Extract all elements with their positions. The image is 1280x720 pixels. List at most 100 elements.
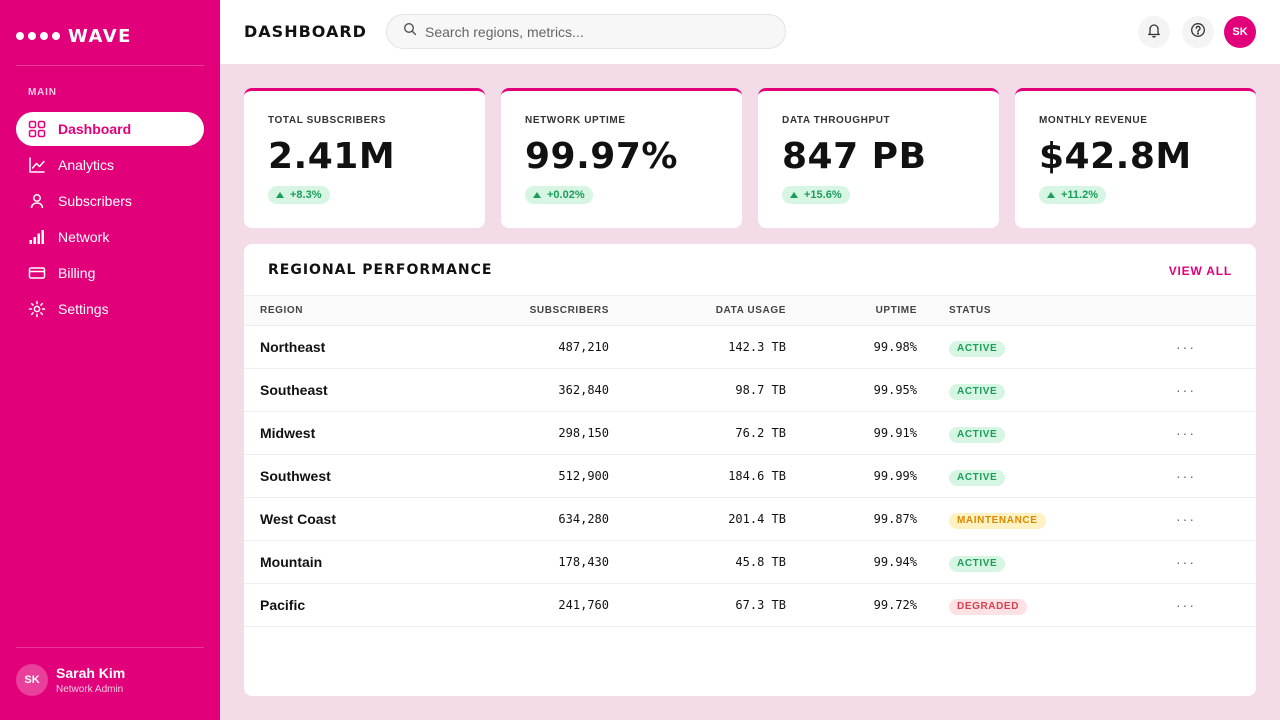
- credit-card-icon: [28, 264, 46, 282]
- subscribers-cell: 362,840: [558, 383, 609, 397]
- sidebar-divider: [16, 647, 204, 648]
- sidebar-item-analytics[interactable]: Analytics: [16, 148, 204, 182]
- page-title: DASHBOARD: [244, 22, 367, 41]
- column-header-subscribers[interactable]: SUBSCRIBERS: [529, 305, 609, 316]
- table-row[interactable]: Southwest 512,900 184.6 TB 99.99% ACTIVE…: [244, 455, 1256, 498]
- status-badge: ACTIVE: [949, 383, 1006, 400]
- user-profile[interactable]: SK Sarah Kim Network Admin: [16, 664, 125, 696]
- delta-value: +0.02%: [547, 189, 585, 201]
- stat-label: TOTAL SUBSCRIBERS: [268, 115, 386, 126]
- search-icon: [403, 22, 417, 41]
- stat-value: 2.41M: [268, 136, 396, 177]
- column-header-uptime[interactable]: UPTIME: [875, 305, 917, 316]
- more-options-icon[interactable]: ···: [1176, 339, 1196, 355]
- view-all-link[interactable]: VIEW ALL: [1168, 264, 1232, 278]
- arrow-up-icon: [276, 192, 284, 198]
- grid-icon: [28, 120, 46, 138]
- subscribers-cell: 487,210: [558, 340, 609, 354]
- data-usage-cell: 142.3 TB: [728, 340, 786, 354]
- delta-badge: +0.02%: [525, 186, 593, 204]
- sidebar-item-billing[interactable]: Billing: [16, 256, 204, 290]
- subscribers-cell: 512,900: [558, 469, 609, 483]
- stat-label: NETWORK UPTIME: [525, 115, 626, 126]
- search-input[interactable]: [425, 23, 765, 40]
- sidebar-item-network[interactable]: Network: [16, 220, 204, 254]
- stat-label: DATA THROUGHPUT: [782, 115, 891, 126]
- stat-value: 847 PB: [782, 136, 927, 177]
- more-options-icon[interactable]: ···: [1176, 511, 1196, 527]
- region-cell: Southeast: [260, 382, 328, 398]
- notifications-button[interactable]: [1138, 16, 1170, 48]
- data-usage-cell: 45.8 TB: [735, 555, 786, 569]
- stat-card-throughput: DATA THROUGHPUT 847 PB +15.6%: [758, 88, 999, 228]
- status-badge: ACTIVE: [949, 469, 1006, 486]
- stats-row: TOTAL SUBSCRIBERS 2.41M +8.3% NETWORK UP…: [244, 88, 1256, 228]
- table-header-row: REGION SUBSCRIBERS DATA USAGE UPTIME STA…: [244, 295, 1256, 326]
- bell-icon: [1146, 22, 1162, 43]
- brand-name: WAVE: [68, 25, 132, 47]
- uptime-cell: 99.95%: [873, 383, 917, 397]
- sidebar-item-label: Analytics: [58, 157, 115, 173]
- help-icon: [1190, 22, 1206, 43]
- nav-section-label: MAIN: [28, 87, 57, 98]
- regional-performance-panel: REGIONAL PERFORMANCE VIEW ALL REGION SUB…: [244, 244, 1256, 696]
- subscribers-cell: 178,430: [558, 555, 609, 569]
- stat-card-subscribers: TOTAL SUBSCRIBERS 2.41M +8.3%: [244, 88, 485, 228]
- more-options-icon[interactable]: ···: [1176, 425, 1196, 441]
- stat-card-revenue: MONTHLY REVENUE $42.8M +11.2%: [1015, 88, 1256, 228]
- table-row[interactable]: Midwest 298,150 76.2 TB 99.91% ACTIVE ··…: [244, 412, 1256, 455]
- column-header-status[interactable]: STATUS: [949, 305, 992, 316]
- logo-dots-icon: [16, 32, 60, 40]
- more-options-icon[interactable]: ···: [1176, 382, 1196, 398]
- data-usage-cell: 98.7 TB: [735, 383, 786, 397]
- data-usage-cell: 184.6 TB: [728, 469, 786, 483]
- brand-logo[interactable]: WAVE: [16, 25, 132, 47]
- delta-badge: +8.3%: [268, 186, 330, 204]
- arrow-up-icon: [1047, 192, 1055, 198]
- table-row[interactable]: Pacific 241,760 67.3 TB 99.72% DEGRADED …: [244, 584, 1256, 627]
- search-bar[interactable]: [386, 14, 786, 49]
- table-row[interactable]: Mountain 178,430 45.8 TB 99.94% ACTIVE ·…: [244, 541, 1256, 584]
- column-header-actions: [1170, 296, 1256, 326]
- delta-value: +8.3%: [290, 189, 322, 201]
- column-header-data-usage[interactable]: DATA USAGE: [715, 305, 786, 316]
- table-row[interactable]: West Coast 634,280 201.4 TB 99.87% MAINT…: [244, 498, 1256, 541]
- sidebar-item-settings[interactable]: Settings: [16, 292, 204, 326]
- table-row[interactable]: Northeast 487,210 142.3 TB 99.98% ACTIVE…: [244, 326, 1256, 369]
- uptime-cell: 99.72%: [873, 598, 917, 612]
- region-cell: West Coast: [260, 511, 336, 527]
- status-badge: ACTIVE: [949, 340, 1006, 357]
- regional-table: REGION SUBSCRIBERS DATA USAGE UPTIME STA…: [244, 295, 1256, 627]
- status-badge: ACTIVE: [949, 426, 1006, 443]
- sidebar-nav: Dashboard Analytics Subscribers Network …: [16, 112, 204, 328]
- uptime-cell: 99.91%: [873, 426, 917, 440]
- status-badge: ACTIVE: [949, 555, 1006, 572]
- sidebar-item-dashboard[interactable]: Dashboard: [16, 112, 204, 146]
- stat-value: 99.97%: [525, 136, 678, 177]
- data-usage-cell: 76.2 TB: [735, 426, 786, 440]
- more-options-icon[interactable]: ···: [1176, 554, 1196, 570]
- uptime-cell: 99.98%: [873, 340, 917, 354]
- delta-badge: +11.2%: [1039, 186, 1107, 204]
- sidebar-item-label: Billing: [58, 265, 96, 281]
- stat-card-uptime: NETWORK UPTIME 99.97% +0.02%: [501, 88, 742, 228]
- delta-value: +15.6%: [804, 189, 842, 201]
- column-header-region[interactable]: REGION: [260, 305, 304, 316]
- signal-bars-icon: [28, 228, 46, 246]
- sidebar-divider: [16, 65, 204, 66]
- more-options-icon[interactable]: ···: [1176, 468, 1196, 484]
- sidebar-item-label: Subscribers: [58, 193, 132, 209]
- user-icon: [28, 192, 46, 210]
- more-options-icon[interactable]: ···: [1176, 597, 1196, 613]
- region-cell: Mountain: [260, 554, 323, 570]
- sidebar-item-subscribers[interactable]: Subscribers: [16, 184, 204, 218]
- data-usage-cell: 67.3 TB: [735, 598, 786, 612]
- user-role: Network Admin: [56, 684, 124, 695]
- status-badge: DEGRADED: [949, 598, 1028, 615]
- panel-title: REGIONAL PERFORMANCE: [268, 262, 493, 278]
- avatar[interactable]: SK: [1224, 16, 1256, 48]
- help-button[interactable]: [1182, 16, 1214, 48]
- avatar: SK: [16, 664, 48, 696]
- table-row[interactable]: Southeast 362,840 98.7 TB 99.95% ACTIVE …: [244, 369, 1256, 412]
- status-badge: MAINTENANCE: [949, 512, 1046, 529]
